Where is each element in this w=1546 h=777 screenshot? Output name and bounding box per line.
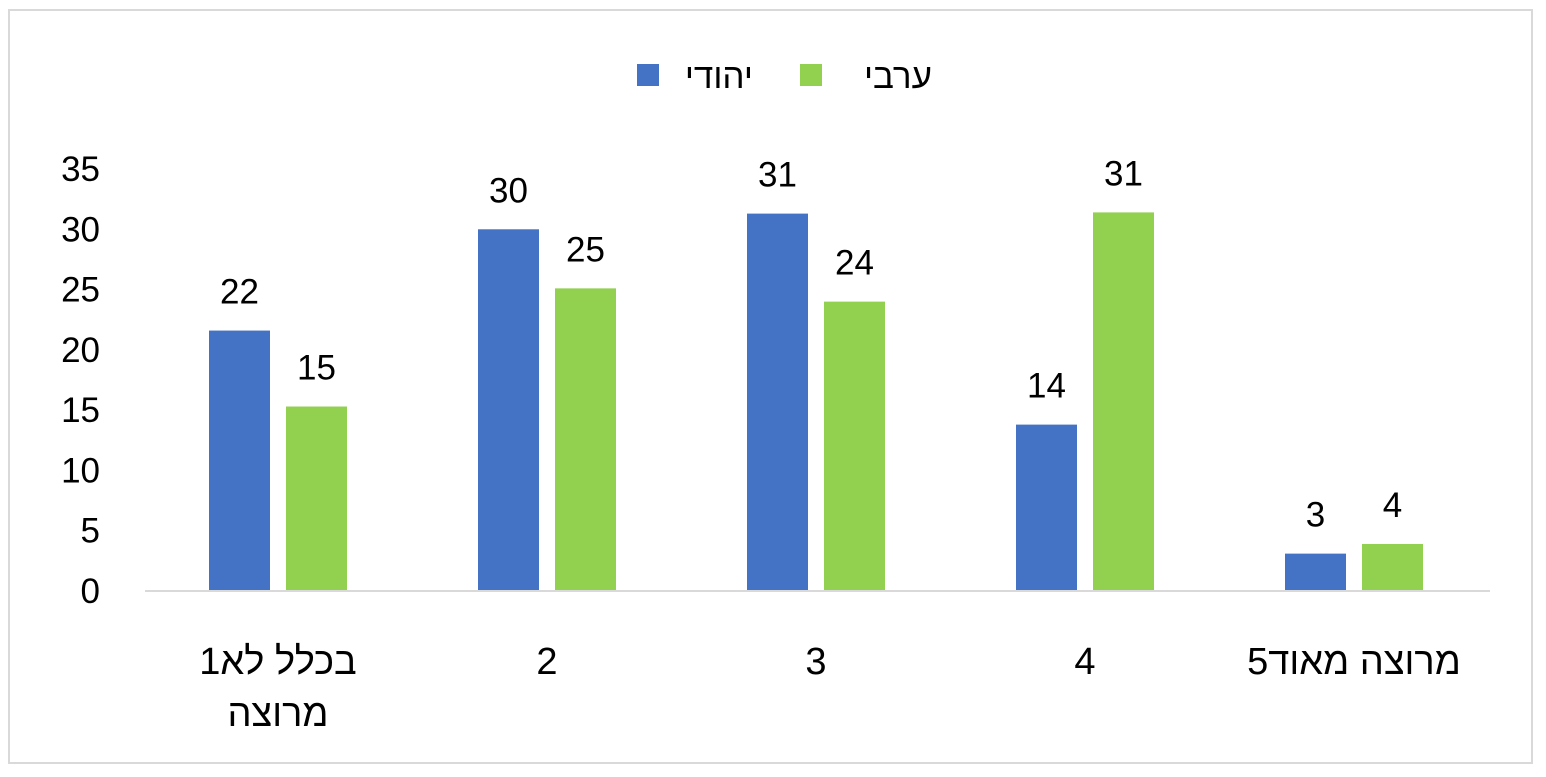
bars [209,212,1423,592]
data-label: 3 [1306,496,1325,535]
bar-series-1 [1285,553,1346,591]
x-axis: 1בכלל לא מרוצה 2 3 4 5מרוצה מאוד [199,641,1461,735]
y-tick-label: 30 [61,210,100,249]
data-label: 30 [489,171,528,210]
legend-label: יהודי [685,57,753,96]
y-tick-label: 0 [81,572,100,611]
y-tick-label: 25 [61,271,100,310]
data-label: 25 [566,230,605,269]
x-category-label: 2 [536,641,557,683]
x-category-label: מרוצה [227,693,328,735]
y-tick-label: 35 [61,150,100,189]
bar-series-1 [209,330,270,591]
y-axis: 0 5 10 15 20 25 30 35 [61,150,100,611]
legend-swatch [637,64,659,86]
data-label: 14 [1027,367,1066,406]
x-category-label: 4 [1074,641,1095,683]
x-category-label: 5מרוצה מאוד [1247,641,1461,683]
legend-swatch [800,64,822,86]
data-labels: 22 15 30 25 31 24 14 31 3 4 [220,154,1402,534]
data-label: 31 [758,156,797,195]
data-label: 15 [297,349,336,388]
bar-series-2 [286,406,347,591]
x-category-label: 1בכלל לא [199,641,357,683]
data-label: 31 [1104,154,1143,193]
y-tick-label: 10 [61,451,100,490]
y-tick-label: 20 [61,331,100,370]
y-tick-label: 5 [81,512,100,551]
y-tick-label: 15 [61,391,100,430]
legend-label: ערבי [864,57,932,96]
bar-series-1 [478,229,539,592]
bar-series-1 [747,213,808,591]
data-label: 24 [835,244,874,283]
bar-series-2 [1093,212,1154,592]
x-category-label: 3 [805,641,826,683]
data-label: 22 [220,273,259,312]
bar-series-2 [1362,543,1423,591]
legend: יהודי ערבי [637,57,932,96]
bar-series-2 [824,301,885,591]
bar-series-1 [1016,424,1077,591]
bar-series-2 [555,288,616,591]
data-label: 4 [1383,486,1402,525]
